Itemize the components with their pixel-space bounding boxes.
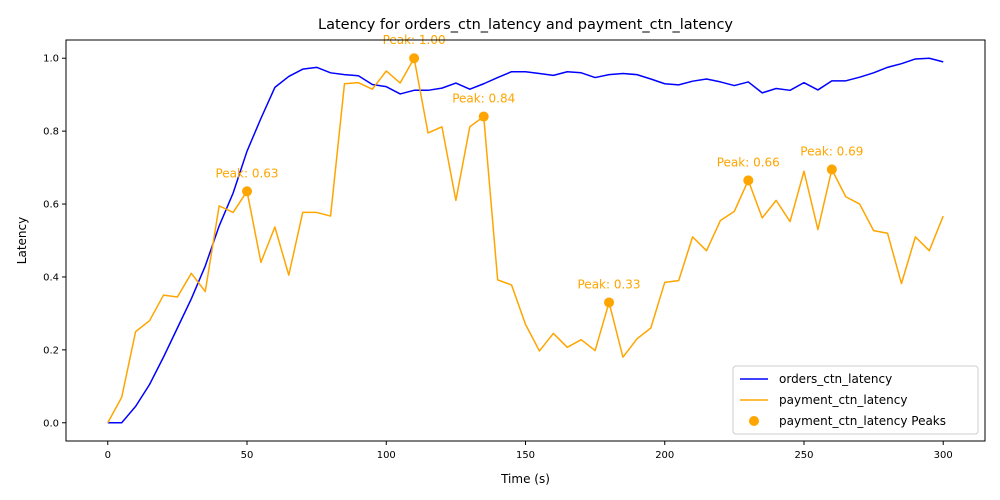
legend-label-peaks: payment_ctn_latency Peaks (779, 414, 946, 428)
y-tick-label: 0.0 (43, 418, 59, 429)
x-tick-label: 0 (105, 450, 111, 461)
peak-marker (604, 297, 615, 308)
peak-label: Peak: 0.63 (215, 166, 278, 180)
y-tick-label: 0.8 (43, 127, 59, 138)
legend: orders_ctn_latency payment_ctn_latency p… (732, 365, 979, 435)
x-tick-label: 300 (934, 450, 953, 461)
y-axis-label: Latency (15, 217, 29, 264)
series-line-orders-ctn-latency (107, 57, 944, 424)
y-tick-label: 0.6 (43, 200, 59, 211)
chart-title: Latency for orders_ctn_latency and payme… (318, 17, 733, 33)
x-tick-label: 150 (516, 450, 535, 461)
peak-marker (478, 111, 489, 122)
x-tick-label: 50 (241, 450, 254, 461)
peak-label: Peak: 0.84 (452, 92, 515, 106)
legend-box (732, 365, 979, 435)
peak-marker (242, 186, 253, 197)
peak-label: Peak: 0.33 (578, 277, 641, 291)
x-tick-label: 250 (794, 450, 813, 461)
peak-label: Peak: 0.69 (800, 144, 863, 158)
x-tick-label: 100 (377, 450, 396, 461)
x-tick-label: 200 (655, 450, 674, 461)
legend-swatch-peaks (749, 416, 759, 426)
y-tick-label: 1.0 (43, 54, 59, 65)
peak-label: Peak: 0.66 (717, 155, 780, 169)
axis-ticks: 0 50 100 150 200 250 300 0.0 0.2 0.4 0.6 0.8 1.0 (43, 54, 953, 461)
x-axis-label: Time (s) (500, 472, 550, 486)
y-tick-label: 0.2 (43, 345, 59, 356)
legend-label-orders: orders_ctn_latency (779, 372, 892, 386)
y-tick-label: 0.4 (43, 272, 59, 283)
peak-marker (826, 164, 837, 175)
peak-marker (743, 175, 754, 186)
legend-label-payment: payment_ctn_latency (779, 393, 907, 407)
peak-marker (409, 53, 420, 64)
